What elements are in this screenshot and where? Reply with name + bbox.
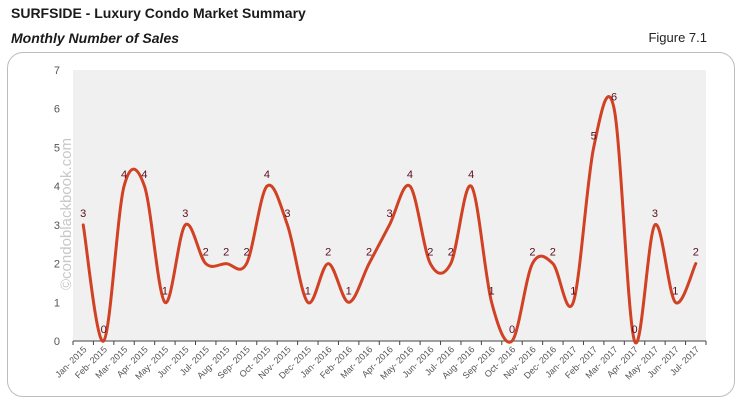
data-label: 4 — [468, 169, 474, 181]
data-labels: 3 0 4 4 1 3 2 2 2 4 3 1 2 1 2 3 4 2 2 4 1 0 2 2 1 5 6 0 3 1 2 — [80, 92, 699, 336]
data-label: 1 — [305, 285, 311, 297]
data-label: 2 — [427, 247, 433, 259]
y-tick-label: 6 — [54, 104, 60, 116]
y-tick-label: 0 — [54, 336, 60, 348]
data-label: 2 — [223, 247, 229, 259]
data-label: 2 — [448, 247, 454, 259]
data-label: 2 — [203, 247, 209, 259]
data-label: 1 — [162, 285, 168, 297]
data-label: 1 — [570, 285, 576, 297]
y-tick-label: 2 — [54, 259, 60, 271]
data-label: 0 — [101, 324, 107, 336]
y-tick-label: 4 — [54, 181, 60, 193]
data-label: 3 — [652, 208, 658, 220]
data-label: 1 — [672, 285, 678, 297]
data-label: 3 — [386, 208, 392, 220]
data-label: 4 — [264, 169, 270, 181]
y-tick-label: 5 — [54, 142, 60, 154]
y-tick-label: 1 — [54, 297, 60, 309]
data-label: 3 — [182, 208, 188, 220]
data-label: 2 — [550, 247, 556, 259]
data-label: 0 — [509, 324, 515, 336]
data-label: 4 — [121, 169, 127, 181]
data-label: 2 — [366, 247, 372, 259]
y-tick-label: 3 — [54, 220, 60, 232]
chart-subtitle: Monthly Number of Sales — [11, 30, 180, 46]
data-label: 5 — [591, 130, 597, 142]
data-label: 4 — [407, 169, 413, 181]
chart-title: SURFSIDE - Luxury Condo Market Summary — [11, 5, 306, 21]
data-label: 2 — [693, 247, 699, 259]
data-label: 2 — [244, 247, 250, 259]
y-axis: 0 1 2 3 4 5 6 7 — [54, 65, 60, 348]
figure-number: Figure 7.1 — [648, 30, 707, 45]
watermark: ©condoblackbook.com — [58, 138, 75, 290]
data-label: 6 — [611, 92, 617, 104]
data-label: 1 — [489, 285, 495, 297]
y-tick-label: 7 — [54, 65, 60, 77]
data-label: 4 — [141, 169, 147, 181]
data-label: 2 — [325, 247, 331, 259]
data-label: 3 — [284, 208, 290, 220]
data-label: 1 — [346, 285, 352, 297]
data-label: 3 — [80, 208, 86, 220]
data-label: 0 — [631, 324, 637, 336]
sales-line — [81, 95, 698, 345]
data-label: 2 — [529, 247, 535, 259]
